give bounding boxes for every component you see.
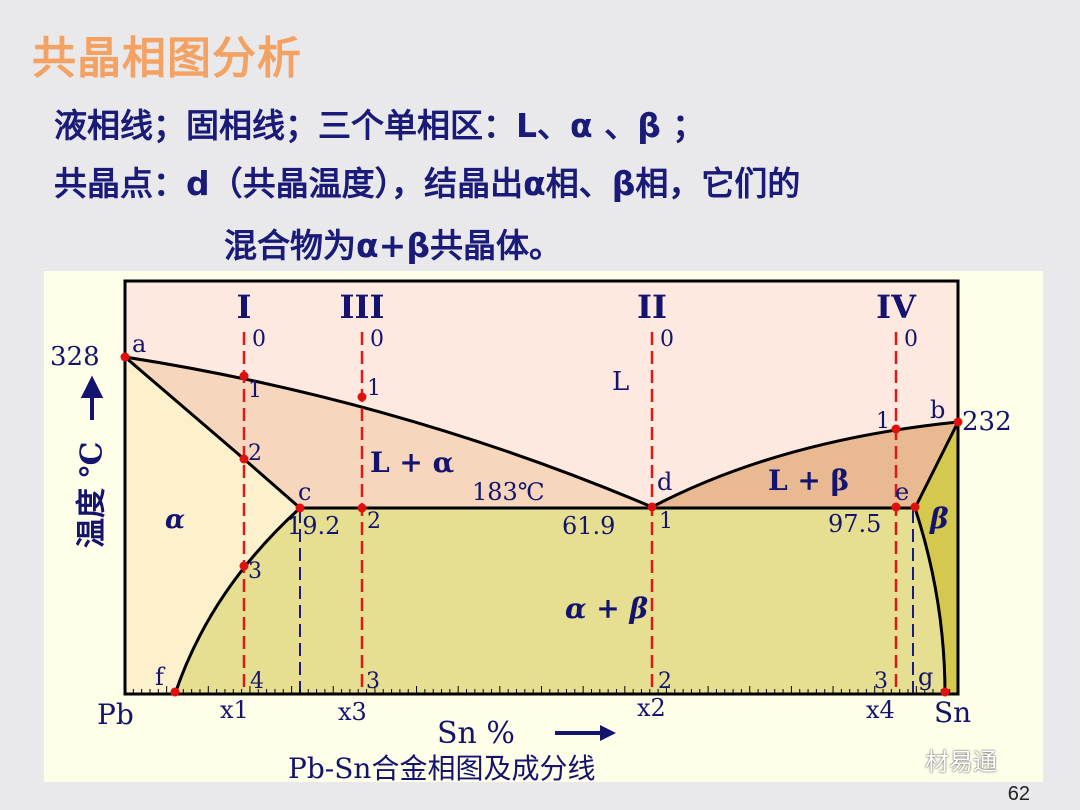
region-l-beta <box>652 422 958 508</box>
region-alpha-beta <box>175 508 945 694</box>
point-marker <box>239 561 249 571</box>
point-marker <box>891 424 901 434</box>
diagram-caption: Pb-Sn合金相图及成分线 <box>288 752 595 785</box>
watermark: 材易通 <box>925 748 997 776</box>
mark: 3 <box>248 559 262 584</box>
mark: 1 <box>659 509 673 534</box>
mark: 1 <box>248 378 262 403</box>
region-label-alpha-beta: α + β <box>565 592 649 625</box>
mark: 0 <box>904 327 918 352</box>
solvus-alpha <box>173 506 302 695</box>
pb-label: Pb <box>97 698 134 731</box>
point-marker <box>891 502 901 512</box>
region-label-l: L <box>612 367 629 397</box>
page-number: 62 <box>1007 783 1030 805</box>
text-line-3: 混合物为α+β共晶体。 <box>224 226 562 265</box>
point-marker <box>647 502 657 512</box>
point-e: e <box>895 478 909 506</box>
point-marker <box>357 503 367 513</box>
point-f: f <box>155 663 166 691</box>
point-marker <box>170 687 180 697</box>
point-c: c <box>298 478 311 506</box>
sn-arrow-head-icon <box>600 725 616 741</box>
region-label-l-beta: L + β <box>768 464 849 497</box>
sn-label: Sn <box>934 696 971 729</box>
region-beta <box>915 422 958 694</box>
solvus-beta <box>913 507 947 695</box>
text-line-1: 液相线；固相线；三个单相区：L、α 、β ； <box>54 106 706 145</box>
x3-label: x3 <box>338 698 367 726</box>
temp-arrow-icon <box>80 375 104 420</box>
x2-label: x2 <box>637 694 666 722</box>
mark: 0 <box>660 327 674 352</box>
comp-c: 19.2 <box>287 512 340 540</box>
temp-sn: 232 <box>962 407 1012 437</box>
eutectic-temp: 183℃ <box>472 478 545 506</box>
mark: 3 <box>366 669 380 694</box>
slide-title: 共晶相图分析 <box>32 33 302 84</box>
mark: 4 <box>250 669 264 694</box>
point-d: d <box>657 468 672 496</box>
alloy-roman-II: II <box>637 288 667 326</box>
y-axis-label: 温度 ℃ <box>75 442 110 548</box>
mark: 3 <box>874 669 888 694</box>
point-a: a <box>132 330 146 358</box>
mark: 0 <box>252 327 266 352</box>
comp-e: 97.5 <box>828 510 881 538</box>
mark: 1 <box>367 376 381 401</box>
point-marker <box>910 502 920 512</box>
point-b: b <box>930 396 945 424</box>
mark: 2 <box>367 509 381 534</box>
alloy-roman-III: III <box>340 288 385 326</box>
x1-label: x1 <box>220 696 249 724</box>
region-label-beta: β <box>929 502 949 535</box>
alloy-roman-I: I <box>237 288 252 326</box>
point-marker <box>357 392 367 402</box>
point-marker <box>953 417 963 427</box>
region-alpha <box>125 357 300 694</box>
region-l-alpha <box>125 357 652 508</box>
liquidus-left <box>124 355 653 509</box>
x-axis-label: Sn % <box>437 716 515 751</box>
temp-pb: 328 <box>50 342 100 372</box>
mark: 2 <box>658 669 672 694</box>
mark: 0 <box>370 327 384 352</box>
point-marker <box>940 687 950 697</box>
mark: 2 <box>248 441 262 466</box>
point-marker <box>239 454 249 464</box>
solidus-beta <box>913 421 960 509</box>
liquidus-right <box>651 420 959 509</box>
point-marker <box>295 503 305 513</box>
point-marker <box>239 371 249 381</box>
mark: 1 <box>876 409 890 434</box>
x4-label: x4 <box>866 696 895 724</box>
comp-d: 61.9 <box>562 512 615 540</box>
point-marker <box>120 352 130 362</box>
region-label-alpha: α <box>165 505 185 535</box>
point-g: g <box>918 663 933 691</box>
text-line-2: 共晶点：d（共晶温度），结晶出α相、β相，它们的 <box>54 164 801 203</box>
region-label-l-alpha: L + α <box>370 446 454 479</box>
alloy-roman-IV: IV <box>876 288 917 326</box>
